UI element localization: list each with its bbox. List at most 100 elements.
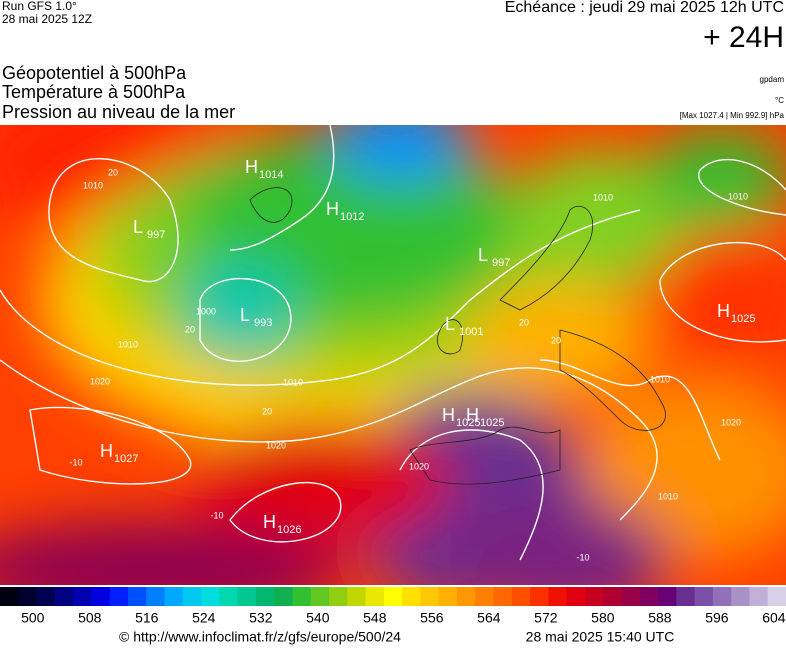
- colorbar-tick-label: 508: [78, 610, 102, 626]
- pressure-center-letter: H: [263, 512, 276, 532]
- colorbar-cell: [511, 587, 531, 606]
- colorbar-cell: [36, 587, 56, 606]
- colorbar-cell: [438, 587, 458, 606]
- isobar-label: 1020: [266, 440, 286, 450]
- colorbar-cell: [584, 587, 604, 606]
- colorbar-tick-label: 604: [762, 610, 786, 626]
- colorbar-tick-label: 556: [420, 610, 444, 626]
- isobar-label: 20: [551, 335, 561, 345]
- colorbar-tick-label: 548: [363, 610, 387, 626]
- colorbar-tick-label: 564: [477, 610, 501, 626]
- isobar-label: 1010: [650, 374, 670, 384]
- colorbar-cell: [164, 587, 184, 606]
- pressure-center-letter: L: [133, 217, 143, 237]
- isobar-label: 1020: [721, 417, 741, 427]
- isobar-label: 1010: [83, 180, 103, 190]
- colorbar-tick-label: 532: [249, 610, 273, 626]
- range-label: [Max 1027.4 | Min 992.9] hPa: [680, 111, 785, 120]
- colorbar-cell: [91, 587, 111, 606]
- footer-url: © http://www.infoclimat.fr/z/gfs/europe/…: [119, 629, 401, 645]
- colorbar-cell: [347, 587, 367, 606]
- colorbar-cell: [621, 587, 641, 606]
- coastlines: [249, 187, 666, 485]
- isobar-label: 1010: [658, 491, 678, 501]
- colorbar-cell: [182, 587, 202, 606]
- colorbar-cell: [493, 587, 513, 606]
- pressure-center-letter: H: [100, 441, 113, 461]
- colorbar-cell: [420, 587, 440, 606]
- pressure-center-letter: H: [442, 405, 455, 425]
- colorbar-cell: [566, 587, 586, 606]
- colorbar-tick-label: 588: [648, 610, 672, 626]
- pressure-center-letter: L: [445, 314, 455, 334]
- isobar-label: 1020: [90, 376, 110, 386]
- colorbar-tick-label: 500: [21, 610, 45, 626]
- colorbar-tick-label: 572: [534, 610, 558, 626]
- colorbar-cell: [18, 587, 38, 606]
- colorbar-cell: [767, 587, 786, 606]
- colorbar-cell: [383, 587, 403, 606]
- pressure-center-value: 1012: [340, 211, 364, 223]
- pressure-center-letter: H: [245, 157, 258, 177]
- colorbar-cell: [530, 587, 549, 606]
- colorbar-cell: [201, 587, 220, 606]
- echeance: Echéance : jeudi 29 mai 2025 12h UTC: [505, 0, 784, 16]
- colorbar-tick-label: 516: [135, 610, 159, 626]
- colorbar-cell: [548, 587, 568, 606]
- pressure-center-value: 997: [492, 257, 510, 269]
- colorbar-cell: [731, 587, 750, 606]
- isobar-label: 20: [262, 406, 272, 416]
- isobar-label: 20: [185, 324, 195, 334]
- colorbar-cell: [329, 587, 348, 606]
- isobar-label: 1010: [283, 377, 303, 387]
- colorbar-cell: [712, 587, 732, 606]
- colorbar-cell: [127, 587, 147, 606]
- pressure-center-value: 1025: [456, 417, 480, 429]
- colorbar-cell: [310, 587, 330, 606]
- pressure-center-value: 1014: [259, 169, 283, 181]
- colorbar-cell: [365, 587, 385, 606]
- unit-label: °C: [775, 96, 784, 105]
- isobar-label: 20: [108, 167, 118, 177]
- isobar-label: -10: [210, 510, 223, 520]
- pressure-center-letter: L: [240, 305, 250, 325]
- colorbar-cell: [639, 587, 659, 606]
- colorbar-cell: [402, 587, 421, 606]
- title: Température à 500hPa: [2, 82, 186, 102]
- pressure-center-value: 1001: [459, 326, 483, 338]
- title: Pression au niveau de la mer: [2, 102, 235, 122]
- colorbar-tick-label: 580: [591, 610, 615, 626]
- isobars: [0, 125, 786, 561]
- pressure-center-value: 1025: [731, 313, 755, 325]
- run-label: Run GFS 1.0°: [2, 0, 77, 13]
- colorbar-cell: [749, 587, 769, 606]
- isobar-label: -10: [69, 457, 82, 467]
- colorbar-tick-label: 524: [192, 610, 216, 626]
- colorbar-cell: [603, 587, 622, 606]
- pressure-center-value: 997: [147, 229, 165, 241]
- colorbar-cell: [146, 587, 166, 606]
- colorbar-cell: [274, 587, 293, 606]
- colorbar-cell: [694, 587, 714, 606]
- colorbar-tick-label: 596: [705, 610, 729, 626]
- colorbar-cell: [109, 587, 129, 606]
- colorbar-tick-label: 540: [306, 610, 330, 626]
- colorbar-cell: [219, 587, 239, 606]
- unit-label: gpdam: [760, 75, 785, 84]
- pressure-center-value: 1026: [277, 524, 301, 536]
- footer-date: 28 mai 2025 15:40 UTC: [526, 629, 675, 645]
- isobar-label: 20: [519, 317, 529, 327]
- pressure-center-value: 1027: [114, 453, 138, 465]
- isobar-label: 1010: [728, 191, 748, 201]
- colorbar-cell: [237, 587, 257, 606]
- colorbar-cell: [255, 587, 275, 606]
- isobar-label: 1010: [593, 192, 613, 202]
- isobar-label: 1010: [118, 339, 138, 349]
- pressure-center-value: 993: [254, 317, 272, 329]
- colorbar-cell: [456, 587, 476, 606]
- colorbar: 500 508 516 524 532 540 548 556 564 572 580 588 596 6…: [0, 587, 786, 626]
- pressure-center-letter: H: [326, 199, 339, 219]
- map: [0, 125, 786, 585]
- pressure-center-letter: H: [717, 301, 730, 321]
